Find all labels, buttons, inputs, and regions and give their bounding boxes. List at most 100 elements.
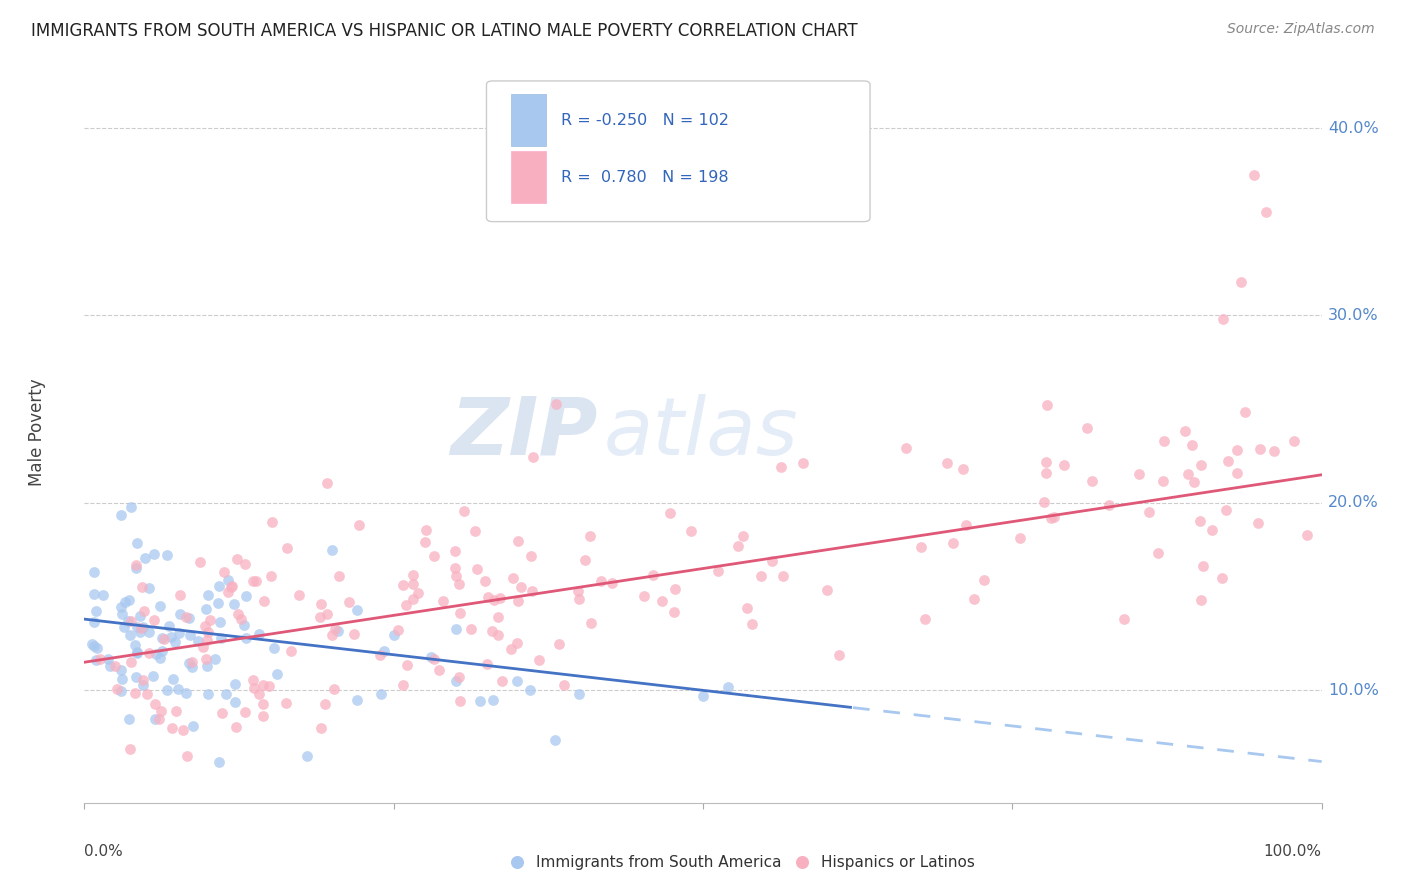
Point [579,616,602,631]
Point [828,648,851,662]
Point [449,670,471,684]
Point [195,633,218,648]
Point [368,648,391,663]
Text: 40.0%: 40.0% [1327,120,1378,136]
Point [1081,474,1104,488]
Point [942,536,965,550]
Point [118,741,141,756]
Point [169,607,191,621]
Point [125,558,148,572]
Point [1295,528,1317,542]
Point [1039,510,1062,524]
Point [86,652,108,666]
Point [198,614,221,628]
Point [118,712,141,726]
Point [266,666,288,681]
Point [110,508,132,522]
Point [761,554,783,568]
Point [143,613,166,627]
Point [247,687,270,701]
Point [423,652,446,666]
Point [252,697,274,711]
Point [160,721,183,735]
Point [477,590,499,604]
Point [547,637,569,651]
Point [727,539,749,553]
Point [165,704,187,718]
Point [197,588,219,602]
Point [460,622,482,636]
Point [387,623,409,637]
Text: IMMIGRANTS FROM SOUTH AMERICA VS HISPANIC OR LATINO MALE POVERTY CORRELATION CHA: IMMIGRANTS FROM SOUTH AMERICA VS HISPANI… [31,22,858,40]
Point [132,619,155,633]
Point [232,618,254,632]
Text: Immigrants from South America: Immigrants from South America [536,855,782,870]
Point [427,663,450,677]
Point [1097,498,1119,512]
Point [111,672,134,686]
Point [444,623,467,637]
Text: 100.0%: 100.0% [1264,844,1322,858]
Point [316,475,339,490]
Point [225,720,247,734]
Point [382,627,405,641]
Point [446,568,468,582]
Point [506,533,529,548]
Point [242,574,264,588]
Point [260,568,283,582]
Point [470,694,492,708]
Point [1233,405,1256,419]
Point [311,598,333,612]
Point [83,615,105,630]
Point [124,686,146,700]
Point [148,712,170,726]
Point [481,624,503,639]
FancyBboxPatch shape [512,95,546,146]
Point [406,586,429,600]
Point [118,628,141,642]
Point [149,651,172,665]
Point [197,687,219,701]
Point [502,571,524,585]
Point [174,609,197,624]
Point [208,579,231,593]
Point [84,604,107,618]
Point [132,673,155,687]
Point [402,568,425,582]
Point [1035,398,1057,412]
Point [443,543,465,558]
Point [1181,438,1204,452]
Point [641,568,664,582]
Point [600,576,623,591]
Point [1128,467,1150,481]
Point [98,659,121,673]
Point [1152,474,1174,488]
Point [129,621,152,635]
FancyBboxPatch shape [486,81,870,221]
Point [349,518,371,533]
Point [910,540,932,554]
Point [474,574,496,588]
Point [574,553,596,567]
Text: R = -0.250   N = 102: R = -0.250 N = 102 [561,112,728,128]
Point [83,587,105,601]
Point [156,548,179,562]
Point [1112,612,1135,626]
Point [664,605,686,619]
Point [120,656,142,670]
Point [1137,505,1160,519]
Point [370,687,392,701]
Point [143,697,166,711]
Point [86,640,108,655]
Point [737,601,759,615]
Point [211,706,233,720]
Point [120,615,142,629]
Point [664,582,686,597]
Point [717,680,740,694]
Point [519,683,541,698]
Point [328,568,350,582]
Text: ZIP: ZIP [450,393,598,472]
Point [233,557,256,571]
Point [124,638,146,652]
Point [955,518,977,533]
